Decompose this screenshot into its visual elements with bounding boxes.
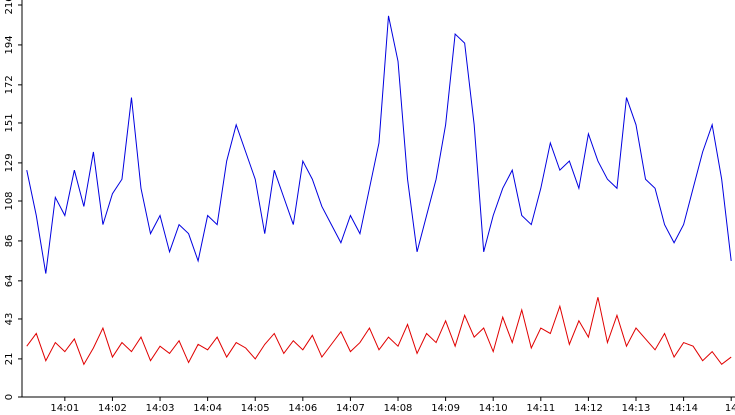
- series-line: [26, 15, 732, 274]
- x-tick-label: 14:14: [669, 403, 698, 414]
- x-tick-label: 14:08: [384, 403, 413, 414]
- y-tick-label: 172: [4, 75, 15, 94]
- x-tick-label: 14:03: [146, 403, 175, 414]
- y-tick-label: 194: [4, 35, 15, 54]
- x-tick-label: 14:06: [288, 403, 317, 414]
- y-tick-label: 216: [4, 0, 15, 15]
- series-line: [26, 297, 732, 366]
- x-tick-label: 14:11: [526, 403, 555, 414]
- y-tick-label: 43: [4, 313, 15, 326]
- x-tick-label: 14:07: [336, 403, 365, 414]
- x-tick-label: 14:13: [622, 403, 651, 414]
- y-tick-label: 86: [4, 235, 15, 248]
- y-tick-label: 108: [4, 191, 15, 210]
- x-tick-label: 14:01: [50, 403, 79, 414]
- y-tick-label: 151: [4, 113, 15, 132]
- x-tick-label: 14: [725, 403, 735, 414]
- x-tick-label: 14:05: [241, 403, 270, 414]
- x-tick-label: 14:09: [431, 403, 460, 414]
- x-tick-label: 14:12: [574, 403, 603, 414]
- y-tick-label: 129: [4, 153, 15, 172]
- x-tick-label: 14:04: [193, 403, 222, 414]
- x-tick-label: 14:10: [479, 403, 508, 414]
- y-tick-label: 0: [4, 394, 15, 400]
- y-tick-label: 21: [4, 353, 15, 366]
- y-tick-label: 64: [4, 274, 15, 287]
- x-tick-label: 14:02: [98, 403, 127, 414]
